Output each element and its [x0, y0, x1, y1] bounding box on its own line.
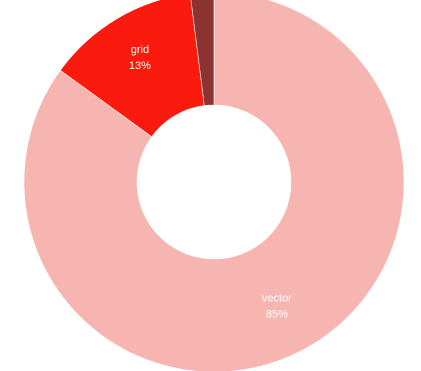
slice-vector — [23, 0, 405, 371]
slice-percent-vector: 85% — [266, 308, 288, 320]
slice-label-grid: grid — [131, 44, 149, 56]
slice-label-vector: vector — [262, 292, 292, 304]
labels-layer: vector 85% grid 13% — [129, 44, 292, 321]
slice-percent-grid: 13% — [129, 60, 151, 72]
slice-other — [190, 0, 215, 106]
slice-grid — [59, 0, 205, 138]
slices-layer — [23, 0, 405, 371]
